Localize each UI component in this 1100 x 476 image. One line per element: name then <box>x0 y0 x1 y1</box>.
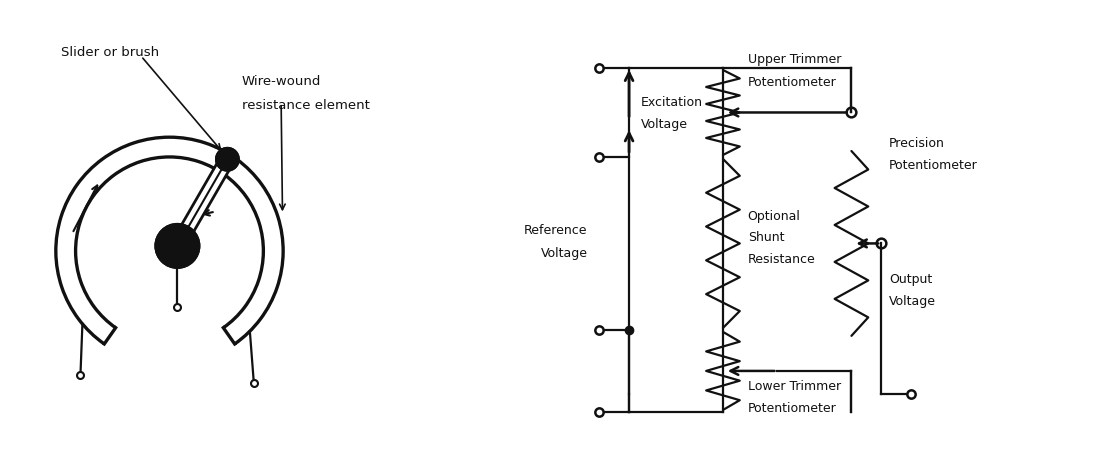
Text: Excitation: Excitation <box>641 95 703 109</box>
Circle shape <box>165 235 189 258</box>
Circle shape <box>216 149 239 171</box>
Text: Potentiometer: Potentiometer <box>748 76 836 89</box>
Text: Potentiometer: Potentiometer <box>748 401 836 414</box>
Text: Voltage: Voltage <box>889 294 936 307</box>
Text: Potentiometer: Potentiometer <box>889 159 978 171</box>
Text: Slider or brush: Slider or brush <box>60 46 158 59</box>
Text: Voltage: Voltage <box>540 247 587 260</box>
Text: resistance element: resistance element <box>242 99 370 112</box>
Text: Reference: Reference <box>524 223 587 236</box>
Text: Output: Output <box>889 272 933 285</box>
Text: Precision: Precision <box>889 137 945 150</box>
Text: Lower Trimmer: Lower Trimmer <box>748 379 840 392</box>
Text: Optional: Optional <box>748 209 801 222</box>
Text: Resistance: Resistance <box>748 253 815 266</box>
Circle shape <box>155 225 199 268</box>
Text: Wire-wound: Wire-wound <box>242 75 321 88</box>
Text: Upper Trimmer: Upper Trimmer <box>748 53 842 66</box>
Text: Shunt: Shunt <box>748 231 784 244</box>
Text: Voltage: Voltage <box>641 118 688 131</box>
